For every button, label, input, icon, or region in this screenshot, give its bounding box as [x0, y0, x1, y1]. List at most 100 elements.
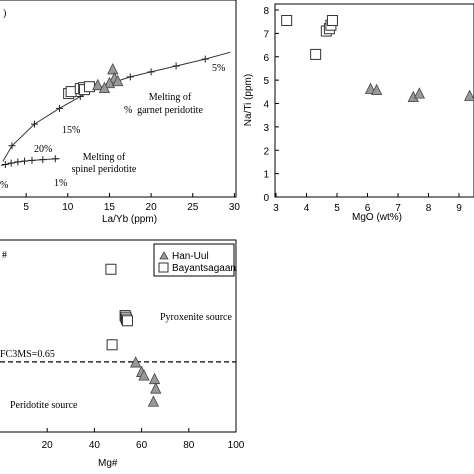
panel-a-x-ticks: 5 10 15 20 25 30 — [23, 193, 240, 213]
panel-c-x-tick-label: 40 — [89, 440, 101, 451]
panel-b-data-points — [281, 15, 474, 103]
percent-5-label: 5% — [212, 63, 225, 74]
peridotite-source-label: Peridotite source — [10, 400, 78, 411]
panel-a-melting-curves — [1, 51, 231, 168]
panel-a-label: ) — [3, 8, 6, 19]
panel-b-y-tick-label: 1 — [263, 170, 269, 181]
percent-partial-label: % — [0, 180, 8, 191]
panel-b-x-tick-label: 9 — [456, 203, 462, 214]
panel-a-frame — [0, 0, 237, 198]
garnet-curve-marker — [201, 55, 209, 63]
garnet-curve-marker — [30, 120, 38, 128]
spinel-curve-marker — [51, 155, 59, 163]
han-uul-point — [147, 395, 160, 407]
spinel-label-line1: Melting of — [83, 152, 126, 163]
panel-c-frame — [0, 239, 237, 433]
percent-15-label: 15% — [62, 125, 80, 136]
panel-b-x-axis-label: MgO (wt%) — [352, 212, 402, 223]
panel-b-y-tick-label: 5 — [263, 76, 269, 87]
panel-c-x-ticks: 20 40 60 80 100 — [42, 428, 245, 451]
panel-b-y-tick-label: 8 — [263, 6, 269, 17]
panel-b-ticks: 3 4 5 6 7 8 9 0 1 2 3 4 5 6 7 8 — [263, 6, 462, 214]
han-uul-point — [138, 369, 150, 381]
garnet-curve-marker — [172, 62, 180, 70]
panel-b-y-tick-label: 2 — [263, 146, 269, 157]
panel-a-data-points — [63, 63, 124, 100]
bayantsagaan-point — [83, 81, 95, 93]
panel-b-y-tick-label: 0 — [263, 193, 269, 204]
spinel-curve-marker — [7, 159, 15, 167]
han-uul-point — [148, 372, 161, 385]
legend-han-uul-label: Han-Uul — [172, 251, 209, 262]
panel-b-x-tick-label: 7 — [395, 203, 401, 214]
bayantsagaan-point — [121, 315, 133, 327]
legend-han-uul-marker — [159, 251, 169, 260]
han-uul-point — [464, 89, 474, 101]
panel-b-y-tick-label: 7 — [263, 29, 269, 40]
garnet-label-line1: Melting of — [149, 92, 192, 103]
panel-b-x-tick-label: 4 — [304, 203, 310, 214]
panel-b-x-tick-label: 3 — [273, 203, 279, 214]
han-uul-point — [112, 74, 124, 87]
panel-c-data-points — [105, 263, 162, 407]
fc3ms-threshold-label: FC3MS=0.65 — [0, 349, 55, 360]
spinel-curve-marker — [28, 156, 36, 164]
spinel-melting-curve — [1, 158, 60, 166]
spinel-curve-marker — [39, 156, 47, 164]
garnet-curve-marker — [126, 73, 134, 81]
panel-b-y-tick-label: 6 — [263, 53, 269, 64]
panel-b-y-tick-label: 4 — [263, 100, 269, 111]
percent-20-label: 20% — [34, 144, 52, 155]
panel-a-x-tick-label: 15 — [104, 202, 116, 213]
panel-c-x-tick-label: 100 — [228, 440, 245, 451]
panel-a-x-axis-label: La/Yb (ppm) — [102, 214, 157, 225]
han-uul-point — [92, 78, 104, 91]
han-uul-point — [150, 382, 162, 394]
garnet-curve-marker — [147, 68, 155, 76]
spinel-curve-marker — [1, 160, 9, 168]
panel-c-label: # — [2, 250, 7, 261]
panel-b-x-tick-label: 5 — [334, 203, 340, 214]
pyroxenite-source-label: Pyroxenite source — [160, 312, 232, 323]
panel-a-x-tick-label: 25 — [187, 202, 199, 213]
han-uul-point — [103, 76, 116, 89]
panel-a-x-tick-label: 20 — [146, 202, 158, 213]
panel-c: # 20 40 60 80 100 Mg# FC3MS=0.65 Pyroxenite … — [0, 239, 245, 469]
han-uul-point — [130, 356, 142, 368]
panel-b-y-axis-label: Na/Ti (ppm) — [243, 74, 254, 126]
bayantsagaan-point — [326, 15, 338, 27]
bayantsagaan-point — [106, 339, 118, 351]
han-uul-point — [413, 87, 425, 99]
han-uul-point — [107, 63, 119, 75]
bayantsagaan-point — [105, 263, 117, 275]
garnet-curve-marker — [8, 142, 16, 150]
panel-c-x-tick-label: 60 — [136, 440, 148, 451]
panel-b-x-tick-label: 8 — [426, 203, 432, 214]
bayantsagaan-point — [281, 15, 293, 27]
garnet-curve-marker — [55, 104, 63, 112]
garnet-label-line2: garnet peridotite — [137, 105, 203, 116]
bayantsagaan-point — [65, 86, 77, 98]
panel-b-y-tick-label: 3 — [263, 123, 269, 134]
panel-a-x-tick-label: 30 — [229, 202, 241, 213]
legend-bayantsagaan-marker — [158, 262, 169, 273]
percent-partial-label-2: % — [124, 105, 132, 116]
panel-c-x-tick-label: 20 — [42, 440, 54, 451]
spinel-curve-marker — [14, 158, 22, 166]
panel-b-x-tick-label: 6 — [365, 203, 371, 214]
spinel-label-line2: spinel peridotite — [72, 164, 137, 175]
panel-c-x-axis-label: Mg# — [98, 458, 118, 469]
legend-bayantsagaan-label: Bayantsagaan — [172, 263, 236, 274]
panel-b-frame — [274, 3, 474, 198]
panel-a-x-tick-label: 10 — [62, 202, 74, 213]
han-uul-point — [98, 81, 111, 94]
bayantsagaan-point — [310, 48, 322, 60]
panel-c-x-tick-label: 80 — [183, 440, 195, 451]
panel-a: ) 5 10 15 20 25 30 La/Yb (ppm) Melting of gar… — [0, 0, 240, 225]
panel-a-x-tick-label: 5 — [23, 202, 29, 213]
panel-b: 3 4 5 6 7 8 9 0 1 2 3 4 5 6 7 8 Na/Ti (ppm) MgO (wt%) — [243, 3, 474, 223]
percent-1-label: 1% — [54, 178, 67, 189]
han-uul-point — [371, 83, 383, 96]
spinel-curve-marker — [20, 157, 28, 165]
